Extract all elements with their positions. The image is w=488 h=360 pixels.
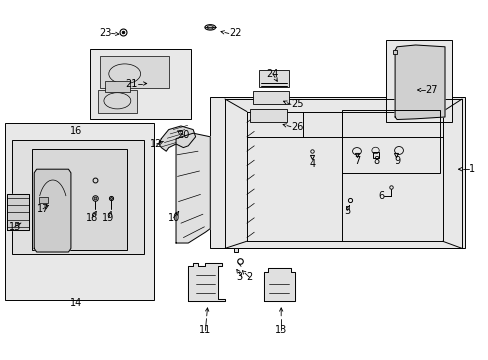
Text: 4: 4 <box>309 159 315 169</box>
Polygon shape <box>7 194 29 230</box>
Bar <box>12 140 144 254</box>
Polygon shape <box>176 133 210 243</box>
Text: 15: 15 <box>8 222 21 232</box>
Text: 1: 1 <box>468 164 475 174</box>
Text: 20: 20 <box>177 130 189 140</box>
Text: 9: 9 <box>393 156 399 166</box>
Polygon shape <box>34 169 71 252</box>
Text: 11: 11 <box>199 325 211 336</box>
Text: 12: 12 <box>150 139 163 149</box>
Text: 27: 27 <box>425 85 437 95</box>
Bar <box>210 97 464 248</box>
Text: 3: 3 <box>235 272 242 282</box>
Text: 5: 5 <box>344 206 349 216</box>
Bar <box>342 110 439 173</box>
Text: 18: 18 <box>85 213 98 223</box>
Bar <box>98 90 137 113</box>
Text: 24: 24 <box>266 69 279 79</box>
Bar <box>32 149 127 250</box>
Text: 8: 8 <box>373 156 379 166</box>
Bar <box>250 109 286 122</box>
Text: 14: 14 <box>69 298 82 308</box>
Bar <box>105 81 129 92</box>
Text: 21: 21 <box>125 78 138 89</box>
Text: 16: 16 <box>69 126 82 136</box>
Bar <box>386 40 451 122</box>
Text: 2: 2 <box>246 272 252 282</box>
Bar <box>39 197 48 203</box>
Bar <box>90 49 190 119</box>
Text: 13: 13 <box>274 325 287 336</box>
Polygon shape <box>159 126 195 151</box>
Polygon shape <box>394 45 444 120</box>
Polygon shape <box>188 263 224 301</box>
Bar <box>259 70 288 87</box>
Text: 6: 6 <box>378 191 384 201</box>
Text: 17: 17 <box>37 204 49 214</box>
Text: 22: 22 <box>228 28 241 39</box>
Text: 25: 25 <box>290 99 303 109</box>
Bar <box>5 123 154 300</box>
Text: 26: 26 <box>290 122 303 132</box>
Text: 7: 7 <box>353 156 359 166</box>
Polygon shape <box>264 268 294 301</box>
Text: 10: 10 <box>167 213 180 223</box>
Bar <box>253 91 288 104</box>
Text: 19: 19 <box>102 213 115 223</box>
Bar <box>100 56 168 88</box>
Text: 23: 23 <box>99 28 111 39</box>
